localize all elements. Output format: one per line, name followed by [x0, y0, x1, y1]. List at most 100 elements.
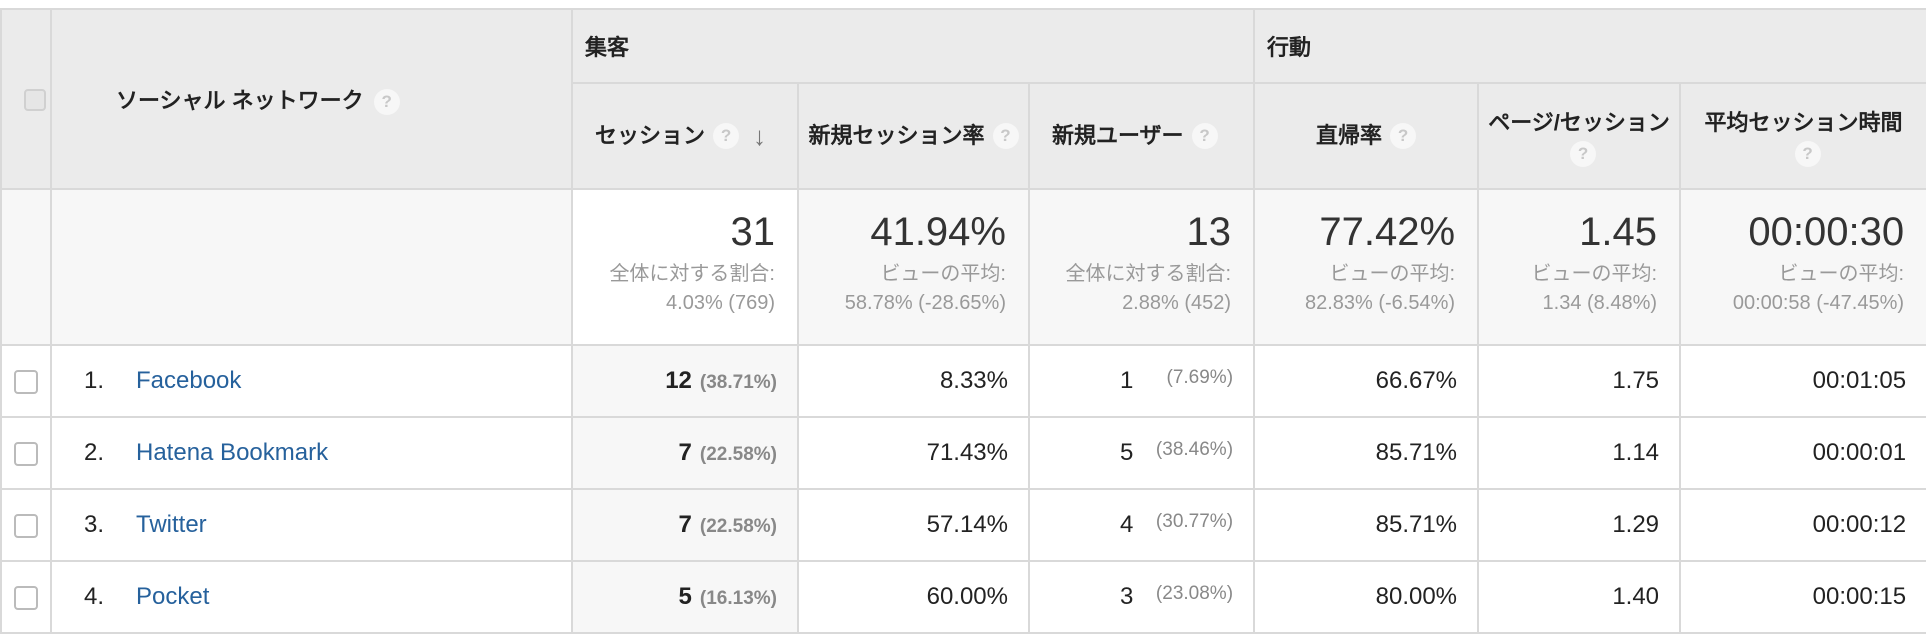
new-users-percent: (38.46%)	[1155, 439, 1234, 460]
new-users-value: 3	[1120, 583, 1134, 610]
column-header-label: 新規セッション率	[808, 123, 985, 148]
sessions-percent: (16.13%)	[699, 588, 777, 609]
summary-value: 41.94%	[870, 210, 1006, 254]
avg-session-duration-cell: 00:00:15	[1679, 560, 1926, 634]
bounce-rate-cell: 85.71%	[1253, 488, 1480, 562]
row-checkbox-cell	[0, 416, 52, 490]
sort-descending-icon[interactable]: ↓	[753, 121, 767, 151]
sessions-percent: (22.58%)	[699, 516, 777, 537]
summary-comparison: 1.34 (8.48%)	[1542, 292, 1658, 314]
row-checkbox[interactable]	[14, 585, 38, 610]
select-all-checkbox[interactable]	[24, 89, 46, 112]
network-link[interactable]: Twitter	[136, 511, 207, 538]
new-users-percent: (23.08%)	[1155, 583, 1234, 604]
table-row: 3. Twitter 7 (22.58%) 57.14% 4 (30.77%) 85.…	[0, 488, 1926, 562]
new-users-cell: 4 (30.77%)	[1027, 488, 1256, 562]
sessions-percent: (38.71%)	[699, 372, 777, 393]
new-users-cell: 3 (23.08%)	[1027, 560, 1256, 634]
summary-empty-cell	[50, 188, 573, 346]
network-cell: 2. Hatena Bookmark	[50, 416, 573, 490]
sessions-value: 7	[678, 511, 692, 538]
summary-comparison: 00:00:58 (-47.45%)	[1732, 292, 1905, 314]
new-session-rate-cell: 57.14%	[797, 488, 1030, 562]
help-icon[interactable]: ?	[1390, 123, 1417, 149]
column-header-new-users[interactable]: 新規ユーザー?	[1027, 82, 1256, 190]
network-link[interactable]: Facebook	[136, 367, 242, 394]
summary-value: 31	[730, 210, 776, 254]
new-session-rate-cell: 8.33%	[797, 344, 1030, 418]
help-icon[interactable]: ?	[373, 89, 400, 116]
summary-value: 77.42%	[1319, 210, 1456, 254]
header-column-row: セッション? ↓ 新規セッション率? 新規ユーザー? 直帰率? ページ/セッション…	[1, 82, 1926, 190]
sessions-value: 12	[665, 367, 692, 394]
sessions-cell: 5 (16.13%)	[571, 560, 799, 634]
row-checkbox-cell	[0, 560, 52, 634]
network-link[interactable]: Hatena Bookmark	[136, 439, 329, 466]
help-icon[interactable]: ?	[1570, 141, 1597, 167]
summary-comparison: 58.78% (-28.65%)	[844, 292, 1006, 314]
new-session-rate-cell: 60.00%	[797, 560, 1030, 634]
new-users-percent: (7.69%)	[1166, 367, 1234, 388]
pages-per-session-cell: 1.14	[1477, 416, 1682, 490]
row-checkbox-cell	[0, 344, 52, 418]
new-users-value: 1	[1120, 367, 1134, 394]
summary-pages-per-session: 1.45 ビューの平均: 1.34 (8.48%)	[1477, 188, 1682, 346]
new-users-cell: 5 (38.46%)	[1027, 416, 1256, 490]
summary-caption: 全体に対する割合:	[1065, 263, 1232, 285]
dimension-header[interactable]: ソーシャル ネットワーク?	[50, 8, 573, 190]
help-icon[interactable]: ?	[1794, 141, 1821, 167]
row-checkbox[interactable]	[14, 441, 38, 466]
pages-per-session-cell: 1.75	[1477, 344, 1682, 418]
column-header-label: 直帰率	[1316, 123, 1383, 148]
help-icon[interactable]: ?	[1191, 123, 1218, 149]
row-rank: 4.	[84, 583, 105, 610]
summary-new-session-rate: 41.94% ビューの平均: 58.78% (-28.65%)	[797, 188, 1030, 346]
column-header-bounce-rate[interactable]: 直帰率?	[1253, 82, 1480, 190]
bounce-rate-cell: 80.00%	[1253, 560, 1480, 634]
new-users-value: 4	[1120, 511, 1134, 538]
network-link[interactable]: Pocket	[136, 583, 210, 610]
avg-session-duration-cell: 00:01:05	[1679, 344, 1926, 418]
network-cell: 3. Twitter	[50, 488, 573, 562]
row-checkbox-cell	[0, 488, 52, 562]
bounce-rate-cell: 85.71%	[1253, 416, 1480, 490]
row-rank: 2.	[84, 439, 105, 466]
summary-caption: ビューの平均:	[880, 263, 1006, 285]
social-network-report-table: ソーシャル ネットワーク? 集客 行動 セッション? ↓ 新規セッション率? 新規…	[0, 8, 1926, 634]
column-header-label: 平均セッション時間	[1704, 110, 1903, 135]
help-icon[interactable]: ?	[713, 123, 740, 149]
pages-per-session-cell: 1.40	[1477, 560, 1682, 634]
summary-avg-session-duration: 00:00:30 ビューの平均: 00:00:58 (-47.45%)	[1679, 188, 1926, 346]
sessions-cell: 7 (22.58%)	[571, 488, 799, 562]
row-checkbox[interactable]	[14, 513, 38, 538]
sessions-cell: 12 (38.71%)	[571, 344, 799, 418]
pages-per-session-cell: 1.29	[1477, 488, 1682, 562]
column-header-pages-per-session[interactable]: ページ/セッション?	[1477, 82, 1682, 190]
column-header-sessions[interactable]: セッション? ↓	[571, 82, 799, 190]
network-cell: 4. Pocket	[50, 560, 573, 634]
summary-bounce-rate: 77.42% ビューの平均: 82.83% (-6.54%)	[1253, 188, 1480, 346]
new-users-value: 5	[1120, 439, 1134, 466]
table-row: 1. Facebook 12 (38.71%) 8.33% 1 (7.69%) 66.…	[0, 344, 1926, 418]
summary-sessions: 31 全体に対する割合: 4.03% (769)	[571, 188, 799, 346]
select-all-cell	[0, 8, 52, 190]
table-row: 2. Hatena Bookmark 7 (22.58%) 71.43% 5 (38.…	[0, 416, 1926, 490]
summary-value: 00:00:30	[1748, 210, 1905, 254]
help-icon[interactable]: ?	[992, 123, 1019, 149]
summary-value: 1.45	[1579, 210, 1658, 254]
summary-row: 31 全体に対する割合: 4.03% (769) 41.94% ビューの平均: …	[0, 188, 1926, 346]
column-header-new-session-rate[interactable]: 新規セッション率?	[797, 82, 1030, 190]
row-rank: 1.	[84, 367, 105, 394]
row-checkbox[interactable]	[14, 369, 38, 394]
group-header-acquisition: 集客	[570, 8, 1256, 84]
column-header-avg-session-duration[interactable]: 平均セッション時間?	[1679, 82, 1926, 190]
group-header-behavior: 行動	[1253, 8, 1926, 84]
new-session-rate-cell: 71.43%	[797, 416, 1030, 490]
column-header-label: セッション	[595, 123, 706, 148]
summary-new-users: 13 全体に対する割合: 2.88% (452)	[1027, 188, 1256, 346]
sessions-cell: 7 (22.58%)	[571, 416, 799, 490]
summary-value: 13	[1186, 210, 1232, 254]
table-row: 4. Pocket 5 (16.13%) 60.00% 3 (23.08%) 80.0…	[0, 560, 1926, 634]
avg-session-duration-cell: 00:00:12	[1679, 488, 1926, 562]
column-header-label: 新規ユーザー	[1052, 123, 1184, 148]
